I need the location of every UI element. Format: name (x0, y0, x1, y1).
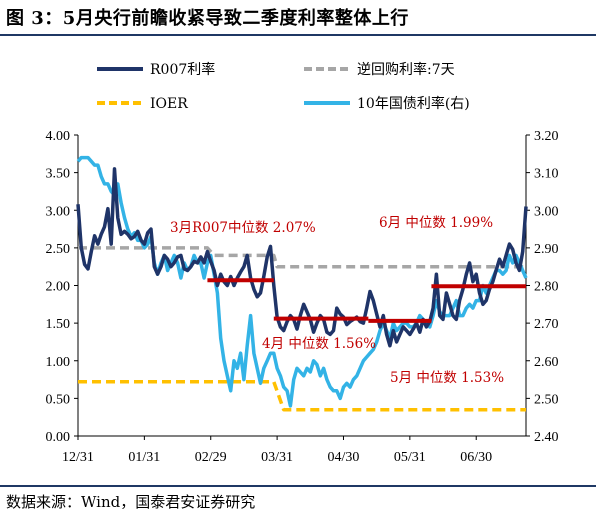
footer-rule (0, 485, 596, 487)
y-right-tick-label: 3.00 (534, 204, 559, 219)
x-tick-label: 06/30 (460, 450, 492, 465)
source-note: 数据来源：Wind，国泰君安证券研究 (6, 493, 256, 511)
legend-label-reverse-repo: 逆回购利率:7天 (357, 61, 455, 78)
median-label-2: 4月 中位数 1.56% (262, 336, 376, 352)
series-ioer-line (78, 380, 526, 412)
y-right-tick-label: 2.90 (534, 242, 559, 257)
median-label-1: 3月R007中位数 2.07% (170, 220, 316, 236)
legend-label-r007: R007利率 (150, 61, 215, 78)
y-right-tick-label: 2.70 (534, 317, 559, 332)
title-rule (0, 34, 596, 36)
y-left-tick-label: 1.00 (46, 355, 71, 370)
chart-axes: 0.00 0.50 1.00 1.50 2.00 2.50 3.00 3.50 4.00 2.40… (46, 129, 559, 465)
y-left-tick-label: 3.00 (46, 204, 71, 219)
figure-title: 图 3：5月央行前瞻收紧导致二季度利率整体上行 (6, 8, 409, 29)
y-left-tick-label: 2.00 (46, 280, 71, 295)
y-right-tick-label: 2.40 (534, 430, 559, 445)
y-right-tick-label: 2.60 (534, 355, 559, 370)
chart-legend: R007利率 逆回购利率:7天 IOER 10年国债利率(右) (97, 61, 470, 112)
series-r007-line (76, 167, 528, 348)
y-right-tick-label: 2.80 (534, 280, 559, 295)
y-left-tick-label: 2.50 (46, 242, 71, 257)
median-label-4: 6月 中位数 1.99% (379, 215, 493, 231)
legend-label-ioer: IOER (150, 96, 188, 112)
series-bond10y-line (76, 155, 528, 408)
legend-label-bond10y: 10年国债利率(右) (357, 95, 470, 112)
x-tick-label: 03/31 (261, 450, 293, 465)
y-right-tick-label: 2.50 (534, 392, 559, 407)
plot-area (76, 155, 528, 412)
y-left-tick-label: 3.50 (46, 167, 71, 182)
y-left-tick-label: 0.50 (46, 392, 71, 407)
series-reverse-repo-line (78, 246, 526, 269)
y-left-tick-label: 4.00 (46, 129, 71, 144)
median-annotations: 3月R007中位数 2.07% 4月 中位数 1.56% 5月 中位数 1.53% 6… (170, 215, 504, 386)
line-chart: R007利率 逆回购利率:7天 IOER 10年国债利率(右) 0.00 0.50… (46, 61, 559, 465)
y-right-tick-label: 3.10 (534, 167, 559, 182)
x-tick-label: 02/29 (195, 450, 227, 465)
x-tick-label: 01/31 (128, 450, 160, 465)
x-tick-label: 04/30 (328, 450, 360, 465)
y-left-tick-label: 0.00 (46, 430, 71, 445)
y-left-tick-label: 1.50 (46, 317, 71, 332)
median-label-3: 5月 中位数 1.53% (390, 370, 504, 386)
y-right-tick-label: 3.20 (534, 129, 559, 144)
x-tick-label: 05/31 (394, 450, 426, 465)
x-tick-label: 12/31 (62, 450, 94, 465)
